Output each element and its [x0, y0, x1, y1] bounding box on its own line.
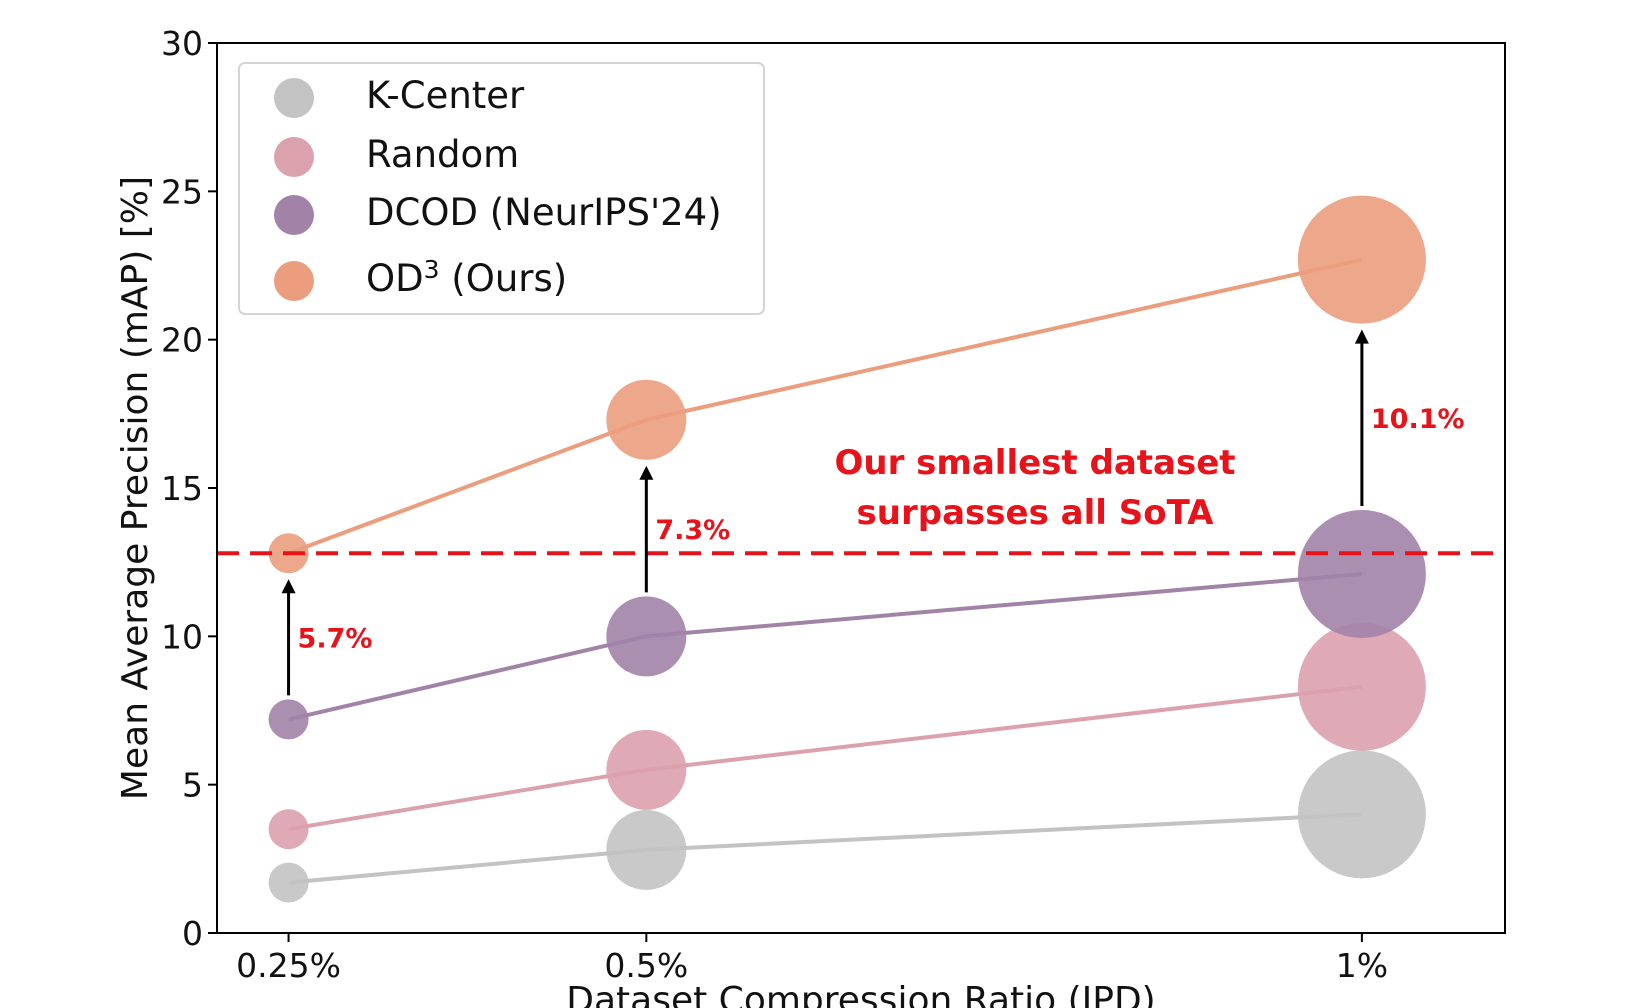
- legend-marker: [274, 137, 314, 177]
- bubble-point: [1297, 750, 1426, 879]
- bubble-point: [268, 809, 309, 850]
- series-layer: [268, 195, 1426, 903]
- legend-label: Random: [366, 133, 519, 176]
- legend-label: OD3 (Ours): [366, 255, 567, 300]
- gain-label: 5.7%: [298, 623, 373, 654]
- callout-text: surpasses all SoTA: [857, 493, 1215, 533]
- gain-arrow-head: [281, 579, 296, 594]
- y-tick-label: 20: [161, 321, 203, 360]
- legend-box: [238, 62, 765, 315]
- bubble-point: [1297, 510, 1426, 639]
- bubble-point: [268, 862, 309, 903]
- y-tick-label: 30: [161, 24, 203, 63]
- legend-label: DCOD (NeurIPS'24): [366, 191, 722, 234]
- callout-text: Our smallest dataset: [834, 443, 1235, 483]
- y-axis-title: Mean Average Precision (mAP) [%]: [115, 176, 156, 800]
- gain-arrow-head: [639, 465, 654, 480]
- bubble-point: [606, 809, 687, 890]
- gain-arrow-head: [1354, 329, 1369, 344]
- gain-label: 10.1%: [1371, 404, 1465, 435]
- axis-layer: 0 5 10 15 20 25 30 0.25% 0.5% 1%: [161, 24, 1388, 985]
- gain-label: 7.3%: [655, 515, 730, 546]
- legend-label-superscript: 3: [424, 255, 440, 284]
- bubble-point: [268, 699, 309, 740]
- y-tick-label: 15: [161, 469, 203, 508]
- bubble-point: [606, 729, 687, 810]
- annotation-layer: 5.7% 7.3% 10.1% Our smallest dataset surpass…: [217, 329, 1505, 696]
- bubble-point: [606, 379, 687, 460]
- y-tick-label: 10: [161, 617, 203, 656]
- legend-marker: [274, 78, 314, 118]
- series-line-2: [288, 572, 1363, 722]
- bubble-point: [1297, 195, 1426, 324]
- legend: K-Center Random DCOD (NeurIPS'24) OD3 (Ours…: [238, 62, 765, 315]
- x-axis-title: Dataset Compression Ratio (IPD): [566, 980, 1155, 1008]
- legend-marker: [274, 261, 314, 301]
- y-tick-label: 0: [182, 914, 203, 953]
- legend-label-suffix: (Ours): [440, 257, 568, 300]
- series-line-0: [288, 812, 1362, 885]
- bubble-point: [606, 596, 687, 677]
- legend-marker: [274, 195, 314, 235]
- series-line-1: [288, 684, 1363, 832]
- y-tick-label: 25: [161, 172, 203, 211]
- x-tick-label: 1%: [1336, 946, 1388, 985]
- bubble-point: [1297, 622, 1426, 751]
- x-tick-label: 0.5%: [604, 946, 688, 985]
- legend-label: K-Center: [366, 74, 525, 117]
- y-tick-label: 5: [182, 766, 203, 805]
- x-tick-label: 0.25%: [236, 946, 341, 985]
